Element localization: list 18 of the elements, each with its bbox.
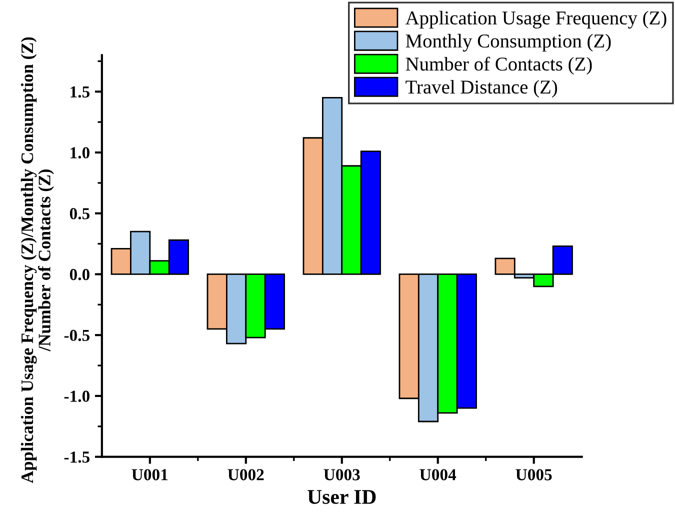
x-tick-label: U005 (516, 469, 552, 480)
y-tick-label: -1.5 (64, 452, 90, 463)
legend-label: Number of Contacts (Z) (406, 56, 592, 75)
legend-label: Application Usage Frequency (Z) (405, 10, 666, 29)
x-axis-title: User ID (308, 490, 376, 504)
y-axis-title: Application Usage Frequency (Z)/Monthly Consumption (Z) /Number of Contacts (Z) (20, 37, 54, 484)
y-tick-label: 0.0 (70, 268, 90, 280)
y-tick-label: -0.5 (64, 330, 90, 342)
y-tick-label: -1.0 (64, 390, 90, 402)
x-tick-label: U003 (324, 469, 360, 480)
x-tick-label: U002 (228, 469, 264, 480)
legend-label: Travel Distance (Z) (406, 80, 558, 98)
y-tick-label: 0.5 (70, 208, 90, 220)
y-tick-label: 1.0 (70, 147, 90, 159)
legend-label: Monthly Consumption (Z) (406, 34, 611, 52)
x-tick-label: U001 (132, 469, 168, 480)
y-tick-label: 1.5 (70, 86, 90, 98)
x-tick-label: U004 (420, 469, 456, 480)
